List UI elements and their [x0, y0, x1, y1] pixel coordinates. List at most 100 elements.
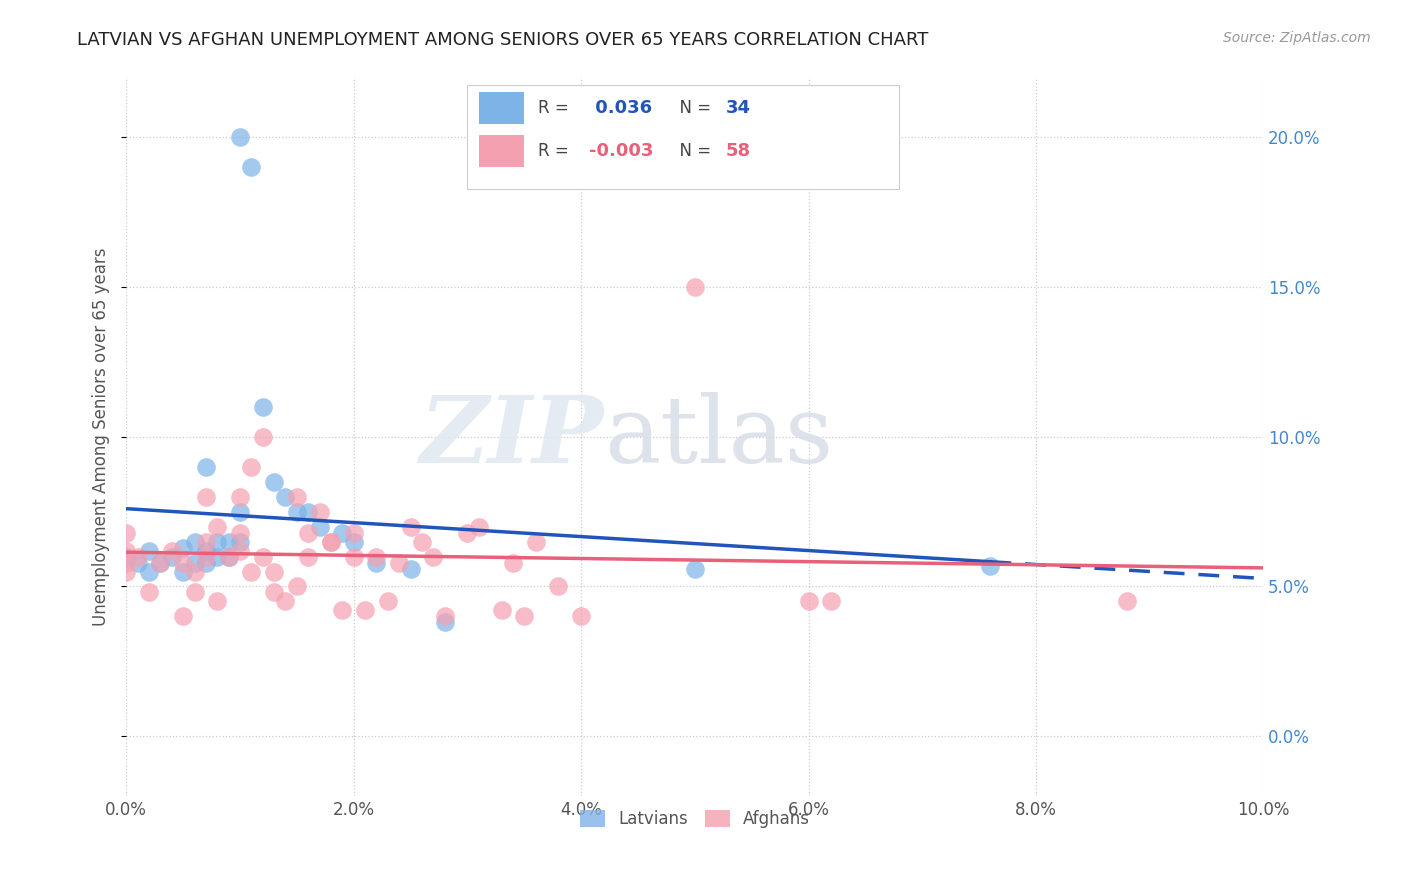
Point — [797, 594, 820, 608]
Point — [115, 549, 138, 564]
Point — [194, 556, 217, 570]
FancyBboxPatch shape — [479, 92, 524, 124]
Point — [194, 490, 217, 504]
Point — [308, 505, 330, 519]
Text: R =: R = — [538, 99, 574, 117]
Text: -0.003: -0.003 — [589, 142, 654, 160]
Point — [456, 525, 478, 540]
Point — [366, 556, 388, 570]
Text: 34: 34 — [725, 99, 751, 117]
Point — [229, 525, 252, 540]
Point — [399, 561, 422, 575]
Y-axis label: Unemployment Among Seniors over 65 years: Unemployment Among Seniors over 65 years — [93, 247, 110, 626]
Point — [377, 594, 399, 608]
Point — [183, 565, 205, 579]
Point — [343, 534, 366, 549]
Point — [207, 594, 229, 608]
Point — [160, 549, 183, 564]
Point — [263, 585, 285, 599]
Point — [411, 534, 433, 549]
Point — [524, 534, 547, 549]
Point — [285, 490, 308, 504]
Point — [194, 534, 217, 549]
Point — [207, 549, 229, 564]
Point — [138, 585, 160, 599]
Legend: Latvians, Afghans: Latvians, Afghans — [574, 803, 817, 835]
Point — [115, 556, 138, 570]
Point — [194, 459, 217, 474]
Point — [138, 543, 160, 558]
Point — [297, 549, 319, 564]
Point — [229, 490, 252, 504]
Point — [491, 603, 513, 617]
Point — [229, 505, 252, 519]
Text: ZIP: ZIP — [419, 392, 603, 482]
Point — [252, 400, 274, 414]
Point — [252, 430, 274, 444]
Point — [172, 541, 194, 555]
Point — [330, 603, 353, 617]
Point — [502, 556, 524, 570]
Point — [354, 603, 377, 617]
Point — [343, 525, 366, 540]
Point — [263, 565, 285, 579]
Point — [229, 534, 252, 549]
Point — [399, 519, 422, 533]
Point — [433, 609, 456, 624]
Point — [683, 561, 706, 575]
Point — [207, 519, 229, 533]
Point — [207, 534, 229, 549]
Point — [252, 549, 274, 564]
Text: Source: ZipAtlas.com: Source: ZipAtlas.com — [1223, 31, 1371, 45]
Point — [172, 565, 194, 579]
Text: 0.036: 0.036 — [589, 99, 652, 117]
Point — [115, 543, 138, 558]
Point — [183, 534, 205, 549]
Point — [160, 543, 183, 558]
Point — [240, 161, 263, 175]
Point — [115, 525, 138, 540]
Point — [319, 534, 342, 549]
Text: R =: R = — [538, 142, 574, 160]
Point — [366, 549, 388, 564]
Point — [547, 579, 569, 593]
Text: N =: N = — [669, 99, 716, 117]
Point — [127, 556, 149, 570]
Point — [513, 609, 536, 624]
Text: atlas: atlas — [603, 392, 834, 482]
Point — [1115, 594, 1137, 608]
Point — [218, 549, 240, 564]
Point — [194, 543, 217, 558]
Point — [433, 615, 456, 630]
Point — [229, 543, 252, 558]
Point — [218, 534, 240, 549]
Point — [422, 549, 444, 564]
Point — [127, 549, 149, 564]
Point — [172, 609, 194, 624]
Point — [569, 609, 592, 624]
Point — [319, 534, 342, 549]
Point — [274, 490, 297, 504]
Point — [330, 525, 353, 540]
Point — [194, 549, 217, 564]
Point — [274, 594, 297, 608]
Point — [149, 556, 172, 570]
Point — [218, 549, 240, 564]
FancyBboxPatch shape — [467, 85, 900, 189]
Text: 58: 58 — [725, 142, 751, 160]
Text: LATVIAN VS AFGHAN UNEMPLOYMENT AMONG SENIORS OVER 65 YEARS CORRELATION CHART: LATVIAN VS AFGHAN UNEMPLOYMENT AMONG SEN… — [77, 31, 929, 49]
FancyBboxPatch shape — [479, 135, 524, 168]
Point — [820, 594, 842, 608]
Point — [343, 549, 366, 564]
Point — [468, 519, 491, 533]
Point — [240, 459, 263, 474]
Point — [285, 505, 308, 519]
Point — [240, 565, 263, 579]
Text: N =: N = — [669, 142, 716, 160]
Point — [388, 556, 411, 570]
Point — [229, 130, 252, 145]
Point — [149, 556, 172, 570]
Point — [297, 505, 319, 519]
Point — [183, 585, 205, 599]
Point — [308, 519, 330, 533]
